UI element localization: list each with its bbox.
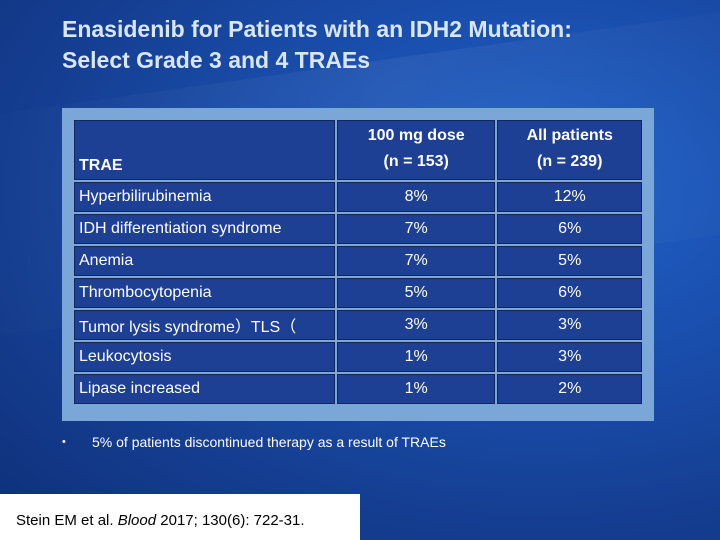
dose100-value: 7% [336, 214, 496, 244]
trae-table: TRAE 100 mg dose (n = 153) All patients … [72, 118, 644, 406]
header-all-patients: All patients (n = 239) [497, 120, 642, 180]
header-100mg-dose-label: 100 mg dose [367, 127, 465, 144]
trae-name: Hyperbilirubinemia [74, 182, 335, 212]
trae-name: Leukocytosis [74, 342, 335, 372]
table-row: Thrombocytopenia 5% 6% [74, 278, 642, 308]
trae-name: Anemia [74, 246, 335, 276]
table-header-row: TRAE 100 mg dose (n = 153) All patients … [74, 120, 642, 180]
all-patients-value: 3% [497, 310, 642, 340]
citation-suffix: 2017; 130(6): 722-31. [156, 512, 305, 529]
slide-title-line2: Select Grade 3 and 4 TRAEs [62, 47, 371, 73]
table-row: Tumor lysis syndrome）TLS（ 3% 3% [74, 310, 642, 340]
trae-name: Lipase increased [74, 374, 335, 404]
table-row: IDH differentiation syndrome 7% 6% [74, 214, 642, 244]
all-patients-value: 6% [497, 278, 642, 308]
trae-name: Tumor lysis syndrome）TLS（ [74, 310, 335, 340]
header-100mg-dose-n: (n = 153) [383, 153, 449, 170]
dose100-value: 8% [336, 182, 496, 212]
dose100-value: 1% [336, 374, 496, 404]
table-row: Leukocytosis 1% 3% [74, 342, 642, 372]
table-row: Lipase increased 1% 2% [74, 374, 642, 404]
footnote: • 5% of patients discontinued therapy as… [62, 434, 662, 450]
all-patients-value: 12% [497, 182, 642, 212]
citation-journal: Blood [117, 512, 157, 529]
all-patients-value: 3% [497, 342, 642, 372]
all-patients-value: 2% [497, 374, 642, 404]
dose100-value: 1% [336, 342, 496, 372]
header-trae: TRAE [74, 120, 335, 180]
header-100mg-dose: 100 mg dose (n = 153) [336, 120, 496, 180]
citation-prefix: Stein EM et al. [16, 512, 118, 529]
citation: Stein EM et al. Blood 2017; 130(6): 722-… [0, 494, 360, 540]
dose100-value: 3% [336, 310, 496, 340]
table-row: Hyperbilirubinemia 8% 12% [74, 182, 642, 212]
all-patients-value: 6% [497, 214, 642, 244]
trae-name: Thrombocytopenia [74, 278, 335, 308]
slide-title: Enasidenib for Patients with an IDH2 Mut… [62, 14, 702, 76]
footnote-text: 5% of patients discontinued therapy as a… [92, 434, 446, 450]
header-all-patients-n: (n = 239) [537, 153, 603, 170]
dose100-value: 5% [336, 278, 496, 308]
all-patients-value: 5% [497, 246, 642, 276]
slide-title-line1: Enasidenib for Patients with an IDH2 Mut… [62, 16, 572, 42]
trae-table-panel: TRAE 100 mg dose (n = 153) All patients … [62, 108, 654, 421]
table-row: Anemia 7% 5% [74, 246, 642, 276]
trae-name: IDH differentiation syndrome [74, 214, 335, 244]
bullet-icon: • [62, 436, 66, 448]
dose100-value: 7% [336, 246, 496, 276]
header-all-patients-label: All patients [526, 127, 613, 144]
